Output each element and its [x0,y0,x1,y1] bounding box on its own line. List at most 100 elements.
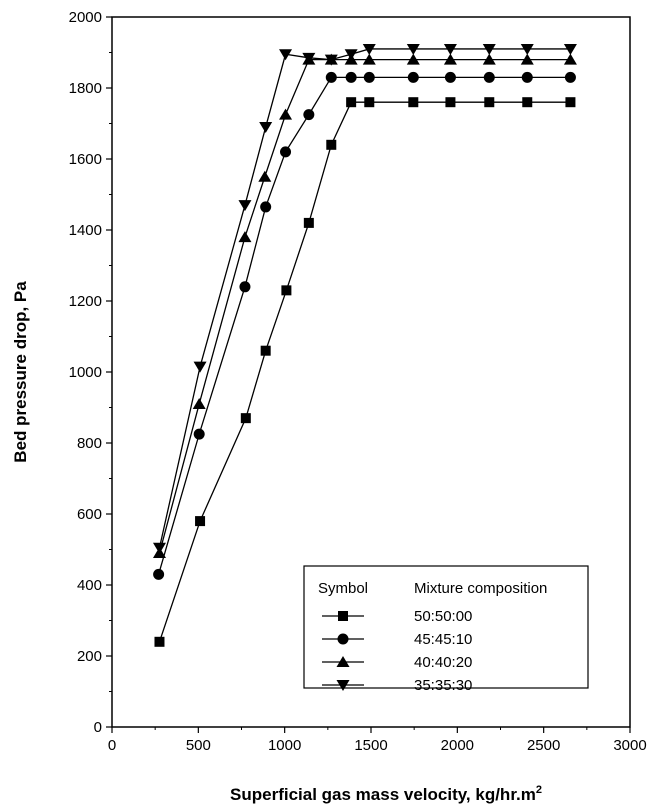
data-point [407,71,419,83]
data-point [239,281,251,293]
y-axis-title: Bed pressure drop, Pa [11,281,30,463]
data-point [408,97,419,108]
legend: Symbol Mixture composition 50:50:00 45:45… [303,565,589,694]
x-tick-label: 2500 [527,737,560,754]
x-tick-label: 1000 [268,737,301,754]
data-point [325,71,337,83]
x-tick-label: 1500 [354,737,387,754]
legend-marker [336,680,350,691]
data-point [565,97,576,108]
data-point [192,397,206,409]
data-point [344,49,358,61]
series-line [158,101,571,643]
data-point [482,53,496,65]
series-circle [153,71,576,580]
data-point [281,285,292,296]
data-point [195,516,206,527]
x-axis-title-text: Superficial gas mass velocity, kg/hr.m [230,785,536,804]
data-point [563,43,577,55]
legend-entry: 35:35:30 [322,677,472,694]
data-point [154,636,165,647]
data-point [260,201,272,213]
legend-label: 35:35:30 [414,677,472,694]
x-axis-title-superscript: 2 [536,784,542,796]
data-point [563,53,577,65]
x-tick-label: 2000 [441,737,474,754]
data-point [520,43,534,55]
legend-header-label: Mixture composition [414,580,547,597]
x-tick-label: 0 [108,737,116,754]
y-tick-label: 1800 [69,80,102,97]
y-tick-label: 1400 [69,222,102,239]
data-point [362,53,376,65]
data-point [345,71,357,83]
data-point [153,568,165,580]
data-point [482,43,496,55]
data-point [444,71,456,83]
data-point [238,200,252,212]
data-point [522,97,533,108]
data-point [443,53,457,65]
y-tick-label: 600 [77,506,102,523]
data-point [193,428,205,440]
data-point [564,71,576,83]
data-point [406,43,420,55]
data-point [362,43,376,55]
data-point [259,122,273,134]
series-triangle-down [152,43,577,554]
data-point [303,217,314,228]
x-tick-label: 500 [186,737,211,754]
series-line [157,76,571,575]
data-point [280,146,292,158]
legend-entry: 50:50:00 [322,608,472,625]
data-point [302,52,316,64]
x-axis-title: Superficial gas mass velocity, kg/hr.m2 [230,784,542,804]
data-point [324,54,338,66]
legend-marker [336,656,350,667]
data-point [363,71,375,83]
y-tick-label: 1000 [69,364,102,381]
data-point [260,345,271,356]
legend-header-symbol: Symbol [318,580,368,597]
data-point [521,71,533,83]
y-tick-label: 1600 [69,151,102,168]
data-point [240,413,251,424]
legend-entry: 45:45:10 [322,631,472,648]
legend-label: 50:50:00 [414,608,472,625]
data-point [279,108,293,120]
data-point [406,53,420,65]
series-line [158,48,571,548]
data-point [152,542,166,554]
y-tick-label: 0 [94,719,102,736]
data-point [258,170,272,182]
legend-marker [337,633,349,645]
data-point [520,53,534,65]
y-tick-label: 400 [77,577,102,594]
series-layer [152,43,577,647]
data-point [326,139,337,150]
data-point [443,43,457,55]
data-point [364,97,375,108]
data-point [483,71,495,83]
series-line [158,58,571,554]
legend-entry: 40:40:20 [322,654,472,671]
y-tick-label: 1200 [69,293,102,310]
data-point [445,97,456,108]
series-square [154,97,576,647]
x-tick-label: 3000 [613,737,646,754]
legend-label: 45:45:10 [414,631,472,648]
data-point [238,231,252,243]
axis-ticks: 0 500 1000 1500 2000 2500 3000 0 200 400 600 800 100… [69,9,647,754]
y-tick-label: 800 [77,435,102,452]
data-point [484,97,495,108]
y-tick-label: 2000 [69,9,102,26]
data-point [279,49,293,61]
legend-marker [338,611,348,621]
data-point [346,97,357,108]
data-point [193,361,207,373]
data-point [303,109,315,121]
y-tick-label: 200 [77,648,102,665]
legend-box [303,565,589,689]
legend-label: 40:40:20 [414,654,472,671]
